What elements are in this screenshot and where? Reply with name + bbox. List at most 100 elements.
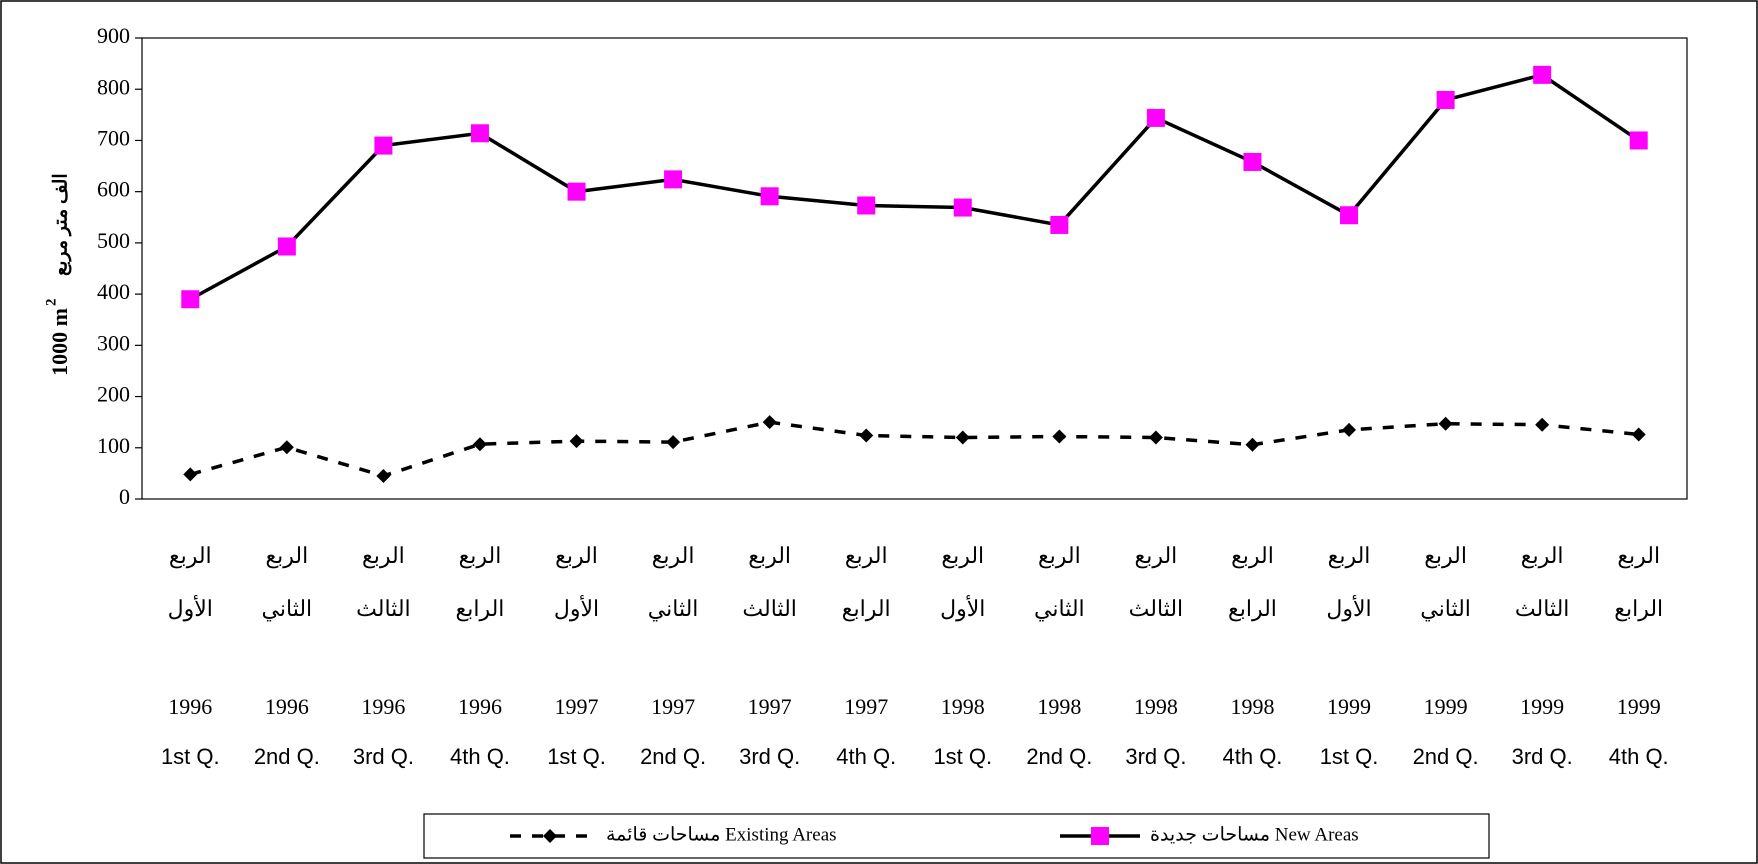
x-tick-label: 1st Q. bbox=[547, 744, 606, 769]
x-tick-label: 1998 bbox=[1037, 694, 1081, 719]
x-tick-label: الربع bbox=[362, 543, 405, 569]
x-tick-label: 1999 bbox=[1617, 694, 1661, 719]
x-tick-label: 1997 bbox=[555, 694, 599, 719]
y-tick-label: 600 bbox=[97, 177, 130, 202]
y-tick-label: 700 bbox=[97, 125, 130, 150]
x-tick-label: الثاني bbox=[1034, 596, 1085, 621]
x-tick-label: 2nd Q. bbox=[254, 744, 320, 769]
x-tick-label: 4th Q. bbox=[1223, 744, 1283, 769]
y-label-sup: 2 bbox=[43, 299, 59, 307]
x-tick-label: 1999 bbox=[1520, 694, 1564, 719]
data-point bbox=[472, 437, 487, 452]
x-tick-label: 2nd Q. bbox=[640, 744, 706, 769]
x-tick-label: 1999 bbox=[1424, 694, 1468, 719]
x-tick-label: 2nd Q. bbox=[1413, 744, 1479, 769]
x-tick-label: 4th Q. bbox=[836, 744, 896, 769]
data-point bbox=[762, 415, 777, 430]
legend-box bbox=[423, 813, 1490, 859]
data-point bbox=[1631, 427, 1646, 442]
x-tick-label: 3rd Q. bbox=[1125, 744, 1186, 769]
x-tick-label: الربع bbox=[845, 543, 888, 569]
x-tick-label: الرابع bbox=[1614, 596, 1663, 622]
data-point bbox=[470, 124, 489, 143]
x-tick-label: الربع bbox=[555, 543, 598, 569]
data-point bbox=[1245, 437, 1260, 452]
data-point bbox=[1629, 131, 1648, 150]
x-tick-label: الأول bbox=[940, 594, 985, 622]
y-tick-label: 200 bbox=[97, 382, 130, 407]
y-tick-label: 300 bbox=[97, 330, 130, 355]
x-tick-label: الربع bbox=[1424, 543, 1467, 569]
x-tick-label: الثاني bbox=[648, 596, 699, 621]
x-tick-label: 1998 bbox=[1134, 694, 1178, 719]
legend-label: مساحات قائمة Existing Areas bbox=[606, 824, 837, 845]
x-tick-label: الربع bbox=[748, 543, 791, 569]
x-tick-label: الربع bbox=[1135, 543, 1178, 569]
data-point bbox=[183, 467, 198, 482]
y-tick-label: 800 bbox=[97, 74, 130, 99]
x-tick-label: الربع bbox=[1521, 543, 1564, 569]
y-tick-label: 500 bbox=[97, 228, 130, 253]
series-line bbox=[189, 420, 1639, 478]
data-point bbox=[1050, 215, 1069, 234]
x-tick-label: 1st Q. bbox=[161, 744, 220, 769]
data-point bbox=[955, 430, 970, 445]
legend-marker bbox=[1091, 827, 1109, 845]
x-tick-label: 3rd Q. bbox=[1512, 744, 1573, 769]
x-tick-label: 1996 bbox=[361, 694, 405, 719]
x-tick-label: الثالث bbox=[1515, 596, 1569, 621]
x-tick-label: 1996 bbox=[265, 694, 309, 719]
data-point bbox=[1535, 417, 1550, 432]
data-point bbox=[1436, 90, 1455, 109]
x-tick-label: الرابع bbox=[842, 596, 891, 622]
data-point bbox=[1340, 206, 1359, 225]
y-tick-label: 0 bbox=[119, 484, 130, 509]
x-tick-label: الرابع bbox=[456, 596, 505, 622]
data-point bbox=[181, 290, 200, 309]
data-point bbox=[1146, 108, 1165, 127]
x-tick-label: الربع bbox=[941, 543, 984, 569]
legend-marker bbox=[543, 829, 557, 843]
x-tick-label: الربع bbox=[1617, 543, 1660, 569]
data-point bbox=[279, 440, 294, 455]
x-tick-label: الأول bbox=[554, 594, 599, 622]
x-tick-label: 1996 bbox=[458, 694, 502, 719]
y-axis-label: 1000 m 2 الف متر مربع bbox=[43, 173, 72, 376]
x-tick-label: الأول bbox=[1326, 594, 1371, 622]
x-tick-label: 4th Q. bbox=[1609, 744, 1669, 769]
data-point bbox=[859, 428, 874, 443]
data-point bbox=[1533, 65, 1552, 84]
x-tick-label: 1999 bbox=[1327, 694, 1371, 719]
x-tick-label: الرابع bbox=[1228, 596, 1277, 622]
x-tick-label: الثاني bbox=[1420, 596, 1471, 621]
data-point bbox=[277, 237, 296, 256]
x-tick-label: 2nd Q. bbox=[1026, 744, 1092, 769]
data-point bbox=[567, 182, 586, 201]
data-point bbox=[1438, 416, 1453, 431]
y-tick-label: 400 bbox=[97, 279, 130, 304]
x-tick-label: الربع bbox=[459, 543, 502, 569]
x-tick-label: الربع bbox=[169, 543, 212, 569]
x-tick-label: 1997 bbox=[651, 694, 695, 719]
x-tick-label: الأول bbox=[168, 594, 213, 622]
x-tick-label: 4th Q. bbox=[450, 744, 510, 769]
data-point bbox=[666, 435, 681, 450]
x-tick-label: 1st Q. bbox=[933, 744, 992, 769]
x-tick-label: 3rd Q. bbox=[353, 744, 414, 769]
data-point bbox=[664, 170, 683, 189]
x-tick-label: الربع bbox=[265, 543, 308, 569]
plot-area bbox=[141, 37, 1688, 500]
x-tick-label: الثالث bbox=[742, 596, 796, 621]
data-point bbox=[857, 196, 876, 215]
data-point bbox=[374, 136, 393, 155]
data-point bbox=[376, 468, 391, 483]
series-line bbox=[189, 72, 1640, 301]
x-tick-label: 1997 bbox=[748, 694, 792, 719]
x-tick-label: الثالث bbox=[1129, 596, 1183, 621]
x-tick-label: الربع bbox=[1328, 543, 1371, 569]
data-point bbox=[1148, 430, 1163, 445]
x-tick-label: الثالث bbox=[356, 596, 410, 621]
y-tick-label: 900 bbox=[97, 23, 130, 48]
